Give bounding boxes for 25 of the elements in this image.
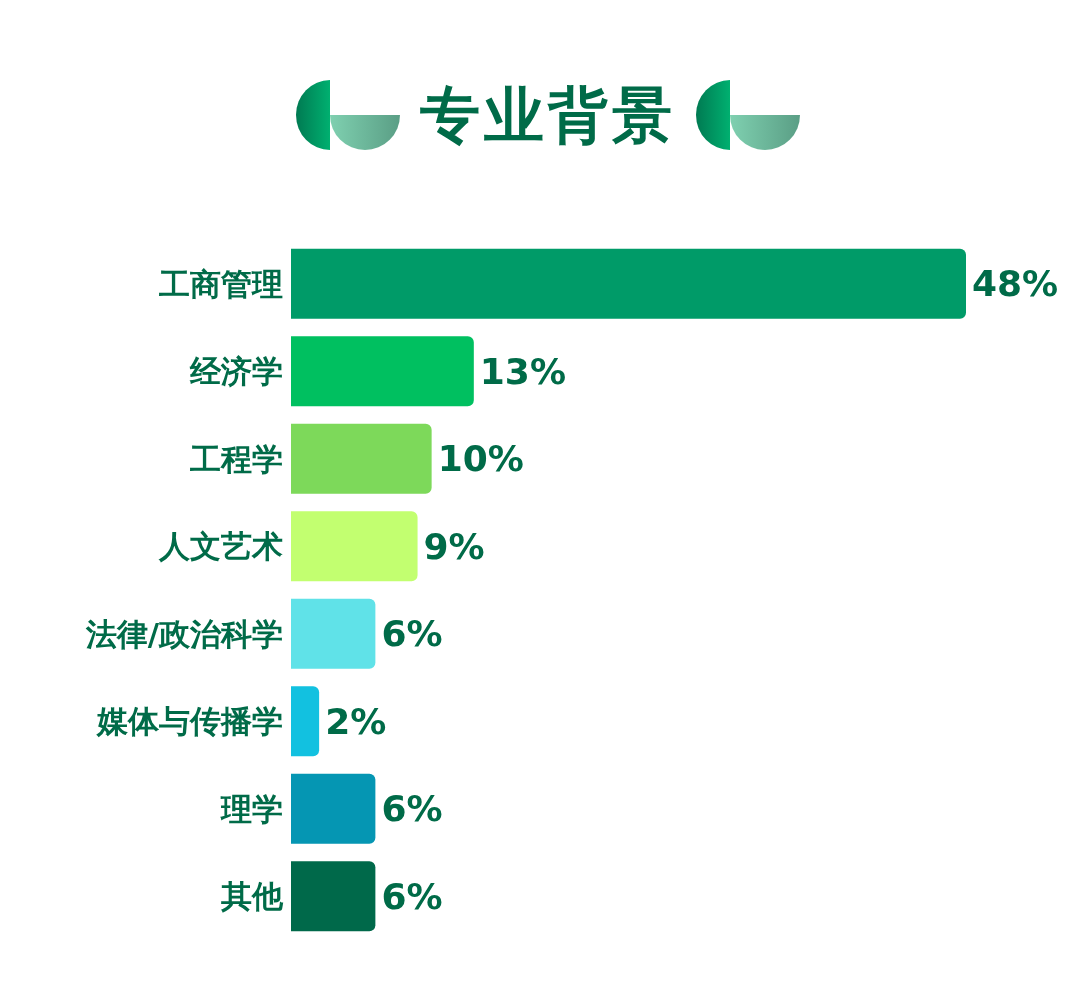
data-label: 48% xyxy=(972,263,1059,305)
data-label: 9% xyxy=(423,525,485,567)
data-label: 6% xyxy=(381,788,443,830)
y-tick-label: 其他 xyxy=(220,878,284,915)
bar xyxy=(291,861,376,932)
y-tick-label: 工程学 xyxy=(189,440,283,477)
y-tick-label: 经济学 xyxy=(189,353,283,390)
bar xyxy=(291,686,320,757)
bar xyxy=(291,511,418,582)
chart-title: 专业背景 xyxy=(420,80,676,150)
bar xyxy=(291,773,376,844)
y-tick-label: 媒体与传播学 xyxy=(96,703,283,740)
y-tick-label: 人文艺术 xyxy=(158,528,283,565)
bar xyxy=(291,598,376,669)
bar xyxy=(291,423,432,494)
y-tick-label: 理学 xyxy=(220,790,283,827)
y-tick-label: 工商管理 xyxy=(158,265,283,302)
data-label: 6% xyxy=(381,875,443,917)
bar xyxy=(291,336,474,407)
data-label: 6% xyxy=(381,613,443,655)
data-label: 2% xyxy=(325,700,387,742)
data-label: 13% xyxy=(479,350,566,392)
data-label: 10% xyxy=(437,438,524,480)
y-tick-label: 法律/政治科学 xyxy=(84,615,283,652)
bar xyxy=(291,248,966,319)
